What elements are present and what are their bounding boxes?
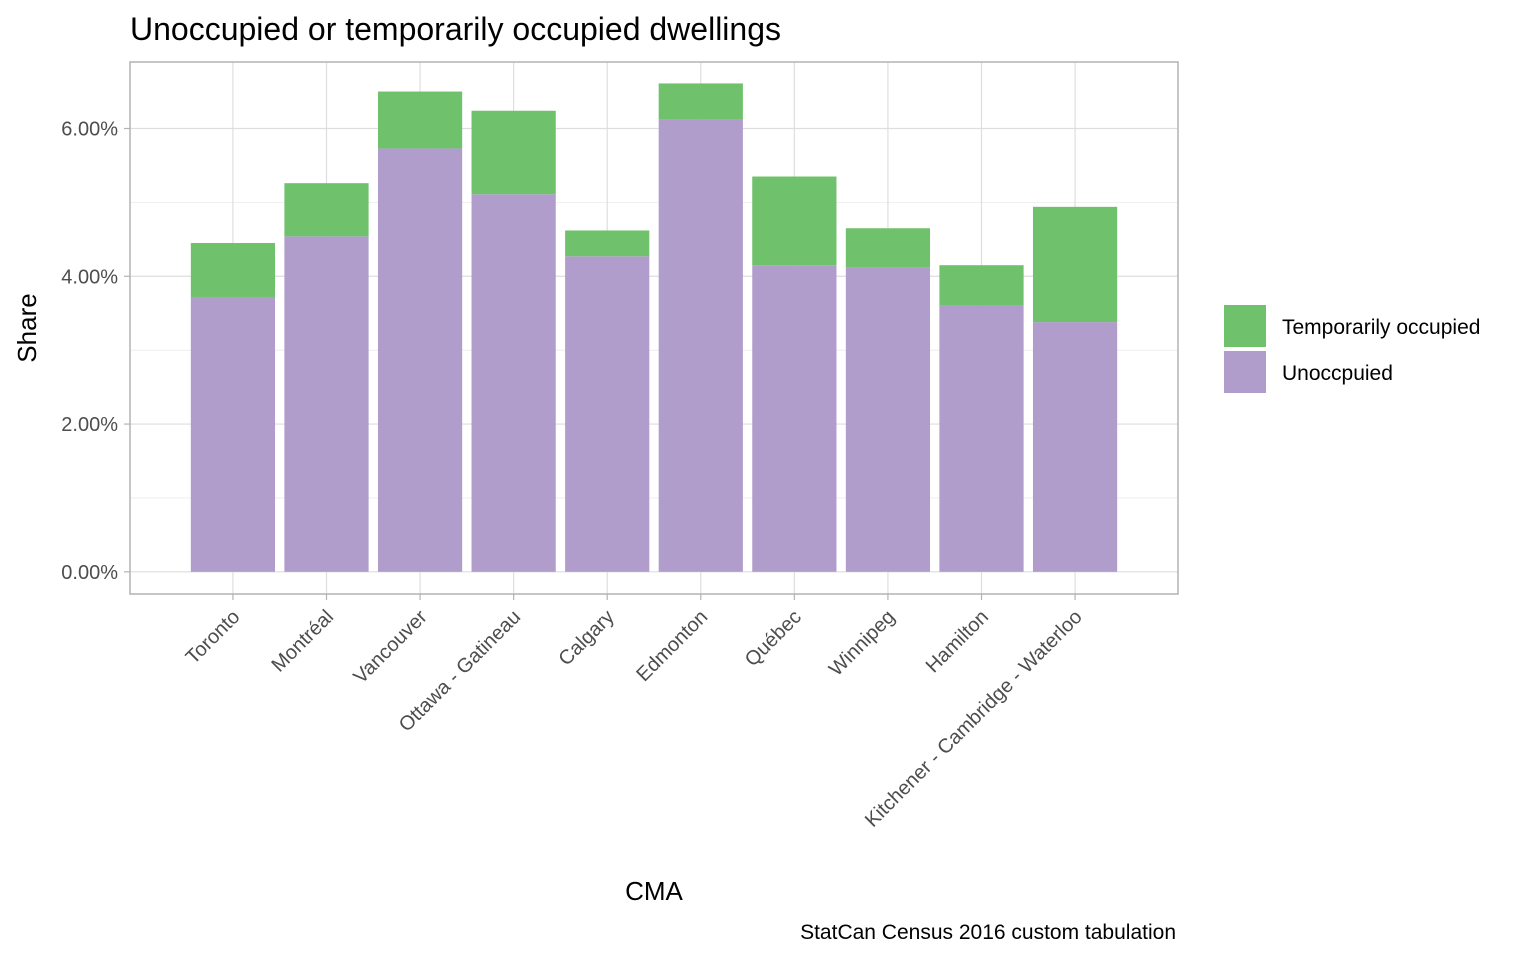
- x-tick-label: Québec: [741, 606, 806, 671]
- bar-unoccpuied: [845, 267, 931, 572]
- bar-temporarily-occupied: [471, 110, 556, 195]
- bar-temporarily-occupied: [752, 176, 837, 266]
- bar-temporarily-occupied: [1032, 206, 1118, 323]
- bar-temporarily-occupied: [284, 183, 369, 237]
- chart-caption: StatCan Census 2016 custom tabulation: [800, 921, 1176, 944]
- y-axis: 0.00% 2.00% 4.00% 6.00%: [61, 119, 130, 584]
- bar-unoccpuied: [939, 305, 1024, 572]
- chart-title: Unoccupied or temporarily occupied dwell…: [130, 11, 781, 47]
- bar-unoccpuied: [284, 236, 369, 572]
- bar-unoccpuied: [658, 119, 743, 572]
- plot-border: [129, 61, 1179, 595]
- x-tick-label: Winnipeg: [825, 606, 900, 681]
- bar-unoccpuied: [565, 256, 650, 572]
- x-tick-label: Calgary: [554, 606, 618, 670]
- bar-unoccpuied: [471, 194, 556, 572]
- legend-key: [1224, 351, 1266, 393]
- y-tick-label: 4.00%: [61, 266, 118, 288]
- x-tick-label: Montréal: [267, 606, 338, 677]
- legend-label: Temporarily occupied: [1282, 316, 1480, 339]
- legend: Temporarily occupied Unoccpuied: [1224, 305, 1480, 393]
- bar-temporarily-occupied: [939, 265, 1024, 306]
- y-tick-label: 6.00%: [61, 119, 118, 141]
- legend-label: Unoccpuied: [1282, 362, 1393, 385]
- bar-unoccpuied: [752, 265, 837, 572]
- legend-key: [1224, 305, 1266, 347]
- bar-unoccpuied: [190, 296, 276, 572]
- bar-unoccpuied: [377, 148, 463, 572]
- bars: [190, 83, 1118, 572]
- x-tick-label: Edmonton: [632, 606, 712, 686]
- bar-temporarily-occupied: [845, 228, 931, 268]
- x-tick-label: Hamilton: [922, 606, 993, 677]
- x-axis-title: CMA: [625, 876, 683, 906]
- y-axis-title: Share: [12, 293, 42, 362]
- y-tick-label: 2.00%: [61, 414, 118, 436]
- y-tick-label: 0.00%: [61, 562, 118, 584]
- x-tick-label: Toronto: [182, 606, 245, 669]
- bar-temporarily-occupied: [565, 230, 650, 257]
- bar-temporarily-occupied: [190, 243, 276, 297]
- x-tick-label: Vancouver: [349, 606, 431, 688]
- bar-temporarily-occupied: [377, 91, 463, 149]
- bar-temporarily-occupied: [658, 83, 743, 120]
- bar-unoccpuied: [1032, 322, 1118, 572]
